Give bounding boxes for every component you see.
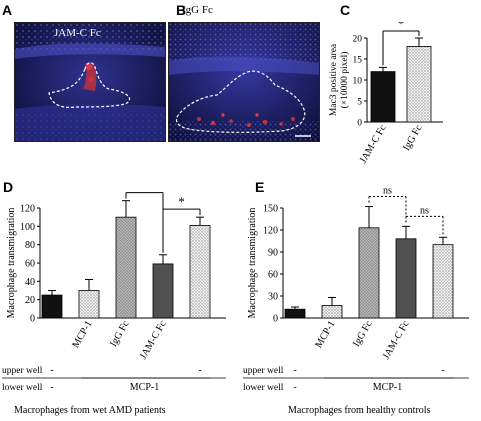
panel-e-footnote: Macrophages from healthy controls [288,405,431,416]
panel-b-label: IgG Fc [182,4,213,16]
significance-label: ns [420,205,429,216]
y-tick-label: 90 [268,248,278,259]
bar [189,225,211,319]
y-tick-label: 0 [357,119,362,129]
y-tick-label: 40 [25,277,35,288]
category-label: MCP-1 [70,319,94,350]
panel-e-letter: E [255,179,265,195]
panel-c-letter: C [340,2,351,18]
upper-well-label: upper well [2,366,43,376]
bar [78,290,100,319]
significance-label: * [141,186,148,193]
y-tick-label: 60 [25,259,35,270]
y-tick-label: 30 [268,292,278,303]
significance-label: ns [383,186,392,197]
y-tick-label: 80 [25,240,35,251]
panel-a-image [15,23,165,141]
lower-well-value: MCP-1 [130,382,159,393]
lower-well-value: - [50,382,53,393]
significance-label: * [398,22,405,31]
bar [284,308,306,319]
y-axis-label: Macrophage transmigration [247,208,258,319]
category-label: IgG Fc [108,319,132,349]
chart-c: 0 5 10 15 20 Mac3 positive area (×10000 pixel)… [329,22,443,166]
category-label: JAM-C Fc [381,319,412,362]
significance-label: * [178,194,185,209]
upper-well-value: - [50,365,53,376]
upper-well-value: - [441,365,444,376]
lower-well-value: MCP-1 [373,382,402,393]
upper-well-label: upper well [243,366,284,376]
panel-d-footnote: Macrophages from wet AMD patients [14,405,166,416]
bar [321,305,343,319]
upper-well-value: - [293,365,296,376]
y-tick-label: 20 [353,35,363,45]
bar [395,238,417,319]
chart-e: 0 30 60 90 120 150 Macrophage transmigration MC… [243,186,469,393]
y-axis-label: Macrophage transmigration [6,208,17,319]
y-tick-label: 20 [25,295,35,306]
bar [432,244,454,319]
lower-well-label: lower well [243,383,284,393]
y-tick-label: 15 [353,56,363,66]
y-tick-label: 100 [20,222,35,233]
y-tick-label: 150 [263,204,278,215]
y-tick-label: 5 [357,98,362,108]
y-tick-label: 120 [263,226,278,237]
upper-well-value: - [198,365,201,376]
panel-a-label: JAM-C Fc [54,27,101,39]
y-axis-label: Mac3 positive area [329,43,339,116]
panel-b-micrograph [168,22,320,142]
panel-a-letter: A [2,2,13,18]
bar [406,45,432,123]
y-tick-label: 0 [30,314,35,325]
category-label: JAM-C Fc [358,123,389,166]
y-axis-label-2: (×10000 pixel) [339,52,350,109]
y-tick-label: 10 [353,77,363,87]
panel-b-image [169,23,319,141]
bar [115,216,137,319]
bar [358,227,380,319]
category-label: JAM-C Fc [138,319,169,362]
y-tick-label: 120 [20,204,35,215]
panel-b-letter: B [176,2,187,18]
y-tick-label: 60 [268,270,278,281]
panel-a-micrograph [14,22,166,142]
lower-well-label: lower well [2,383,43,393]
panel-d-letter: D [3,179,14,195]
lower-well-value: - [293,382,296,393]
category-label: IgG Fc [401,123,425,153]
category-label: MCP-1 [313,319,337,350]
bar [41,294,63,319]
bar [152,263,174,319]
bar [370,71,396,123]
y-tick-label: 0 [273,314,278,325]
category-label: IgG Fc [351,319,375,349]
